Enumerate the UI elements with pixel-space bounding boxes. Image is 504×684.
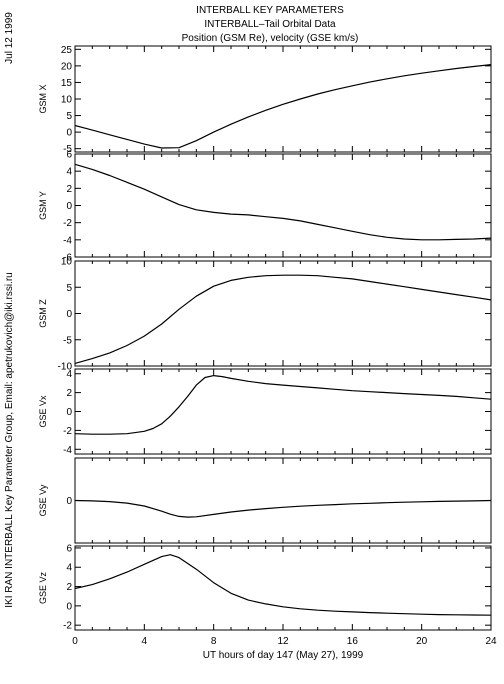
x-tick-label: 8 [211, 636, 217, 647]
chart-title-line3: Position (GSM Re), velocity (GSE km/s) [182, 33, 359, 44]
chart-title-line1: INTERBALL KEY PARAMETERS [196, 5, 344, 16]
x-tick-label: 24 [485, 636, 497, 647]
y-tick-label: 0 [66, 407, 72, 418]
y-tick-label: 0 [66, 201, 72, 212]
y-tick-label: 0 [66, 128, 72, 139]
y-tick-label: 25 [61, 45, 73, 56]
series-line [74, 499, 492, 518]
y-tick-label: 0 [66, 601, 72, 612]
panel-frame [74, 153, 492, 258]
y-tick-label: 6 [66, 150, 72, 161]
credit-line: IKI RAN INTERBALL Key Parameter Group, E… [4, 272, 15, 607]
series-line [74, 163, 492, 241]
x-tick-label: 0 [72, 636, 78, 647]
y-tick-label: 2 [66, 582, 72, 593]
series-line [74, 64, 492, 149]
panel-6: -2 0 2 4 6 GSE Vz [38, 543, 492, 632]
y-tick-label: 4 [66, 563, 72, 574]
y-tick-label: -6 [63, 253, 72, 264]
y-tick-label: -10 [58, 362, 73, 373]
panel-frame [74, 545, 492, 631]
y-tick-label: -5 [63, 144, 72, 155]
panel-frame [74, 45, 492, 153]
y-tick-label: 5 [66, 111, 72, 122]
y-tick-label: 2 [66, 184, 72, 195]
series-line [74, 554, 492, 616]
y-axis-label: GSE Vy [38, 484, 48, 516]
panel-5: 0 GSE Vy [38, 457, 492, 544]
y-tick-label: -5 [63, 335, 72, 346]
y-tick-label: -4 [63, 445, 72, 456]
panel-1: -5 0 5 10 15 20 25 GSM X [38, 45, 492, 155]
y-tick-label: 4 [66, 369, 72, 380]
x-tick-label: 20 [416, 636, 428, 647]
y-axis-label: GSE Vx [38, 395, 48, 428]
y-tick-label: 15 [61, 78, 73, 89]
y-tick-label: 0 [66, 496, 72, 507]
chart-title-line2: INTERBALL–Tail Orbital Data [204, 19, 336, 30]
y-axis-label: GSE Vz [38, 571, 48, 604]
y-tick-label: 0 [66, 309, 72, 320]
date-stamp: Jul 12 1999 [4, 12, 15, 64]
y-tick-label: 5 [66, 283, 72, 294]
panel-2: -6 -4 -2 0 2 4 6 GSM Y [38, 150, 492, 264]
y-tick-label: 10 [61, 95, 73, 106]
y-tick-label: -2 [63, 621, 72, 632]
y-tick-label: 2 [66, 388, 72, 399]
y-axis-label: GSM X [38, 84, 48, 113]
y-tick-label: -4 [63, 235, 72, 246]
y-tick-label: 6 [66, 543, 72, 554]
panel-frame [74, 457, 492, 544]
x-tick-label: 16 [347, 636, 359, 647]
y-tick-label: 10 [61, 257, 73, 268]
y-tick-label: -2 [63, 426, 72, 437]
x-tick-label: 12 [277, 636, 289, 647]
y-tick-label: -2 [63, 218, 72, 229]
series-line [74, 274, 492, 364]
panel-frame [74, 368, 492, 455]
y-tick-label: 20 [61, 61, 73, 72]
y-tick-label: 4 [66, 167, 72, 178]
y-axis-label: GSM Y [38, 191, 48, 220]
series-line [74, 375, 492, 435]
panel-4: -4 -2 0 2 4 GSE Vx [38, 368, 492, 456]
x-axis-label: UT hours of day 147 (May 27), 1999 [203, 650, 364, 661]
panel-3: -10 -5 0 5 10 GSM Z [38, 257, 492, 373]
x-tick-label: 4 [142, 636, 148, 647]
panel-frame [74, 260, 492, 367]
y-axis-label: GSM Z [38, 299, 48, 328]
